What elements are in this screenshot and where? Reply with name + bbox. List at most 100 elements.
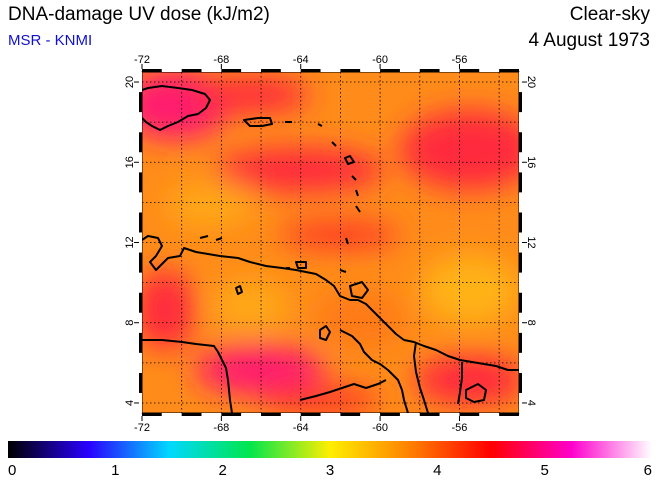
frame-band-segment	[519, 312, 522, 333]
colorbar-tick-label: 5	[540, 462, 548, 479]
frame-band-segment	[139, 292, 142, 313]
frame-band-segment	[201, 413, 222, 416]
coast-marajo	[465, 383, 487, 403]
frame-band-segment	[519, 172, 522, 193]
field-blob	[142, 270, 195, 350]
uv-dose-field	[142, 72, 519, 413]
frame-band-segment	[142, 69, 162, 72]
coast-antilles-3	[351, 175, 357, 181]
frame-band-segment	[519, 112, 522, 133]
field-blob	[420, 255, 519, 325]
colorbar-tick-label: 2	[218, 462, 226, 479]
lon-label-bottom: -72	[134, 422, 150, 434]
field-blob	[190, 77, 310, 113]
frame-band-segment	[519, 392, 522, 413]
colorbar-tick-label: 4	[433, 462, 441, 479]
frame-band-segment	[479, 413, 500, 416]
field-blob	[260, 385, 380, 413]
lat-label-left: 20	[124, 76, 136, 88]
frame-band-segment	[380, 69, 400, 72]
coast-antilles-2	[331, 141, 337, 147]
gridlines	[142, 72, 519, 413]
frame-band-segment	[139, 112, 142, 133]
frame-band-segment	[499, 413, 519, 416]
lat-label-right: 16	[525, 156, 537, 168]
axis-ticks	[134, 64, 527, 421]
frame-band-segment	[161, 69, 182, 72]
frame-band-segment	[241, 69, 262, 72]
border-west	[142, 339, 233, 413]
frame-band-segment	[181, 69, 202, 72]
frame-band-segment	[139, 72, 142, 93]
field-blob	[400, 110, 519, 190]
colorbar-labels: 0 1 2 3 4 5 6	[8, 462, 652, 479]
map-title: DNA-damage UV dose (kJ/m2)	[8, 4, 270, 25]
frame-band-segment	[519, 72, 522, 93]
lat-label-right: 4	[525, 400, 537, 406]
frame-band-segment	[399, 413, 420, 416]
frame-band-segment	[439, 69, 460, 72]
frame-band-segment	[139, 172, 142, 193]
lon-label-top: -68	[213, 54, 229, 66]
frame-band-segment	[459, 69, 480, 72]
frame-band-segment	[499, 69, 519, 72]
border-guiana	[457, 362, 463, 405]
sky-condition: Clear-sky	[569, 4, 650, 25]
coast-antilles-5	[355, 205, 361, 213]
frame-band-segment	[519, 232, 522, 253]
lake-guri	[319, 325, 331, 341]
date-label: 4 August 1973	[528, 30, 651, 51]
frame-band-segment	[340, 69, 361, 72]
frame-band-segment	[300, 69, 321, 72]
frame-band-segment	[142, 413, 162, 416]
frame-band-segment	[139, 92, 142, 113]
frame-band-segment	[419, 69, 440, 72]
field-blob	[280, 221, 400, 249]
frame-band-segment	[519, 192, 522, 213]
lat-label-left: 8	[124, 320, 136, 326]
colorbar-tick-label: 0	[8, 462, 16, 479]
field-blob	[215, 148, 385, 192]
frame-band-segment	[519, 292, 522, 313]
frame-band-segment	[139, 312, 142, 333]
coast-grenada	[339, 269, 347, 273]
frame-band-segment	[139, 252, 142, 273]
frame-band-segment	[139, 272, 142, 293]
lon-label-top: -64	[293, 54, 309, 66]
frame-band-segment	[221, 413, 242, 416]
frame-band-segment	[181, 413, 202, 416]
frame-band-segment	[261, 413, 281, 416]
frame-band-segment	[139, 192, 142, 213]
frame-band-segment	[519, 152, 522, 173]
frame-band-segment	[519, 332, 522, 353]
frame-band-segment	[360, 413, 381, 416]
lon-label-top: -60	[372, 54, 388, 66]
colorbar-tick-label: 6	[644, 462, 652, 479]
frame-band-segment	[519, 92, 522, 113]
field-blob	[165, 183, 255, 227]
lat-label-left: 12	[124, 236, 136, 248]
field-blob	[315, 290, 405, 350]
frame-band-segment	[399, 69, 420, 72]
frame-band-segment	[519, 372, 522, 393]
lake-valencia	[235, 285, 243, 295]
frame-band-segment	[519, 212, 522, 233]
frame-band-segment	[139, 232, 142, 253]
frame-band-segment	[139, 372, 142, 393]
frame-band-segment	[221, 69, 242, 72]
frame-band-segment	[139, 332, 142, 353]
lon-label-bottom: -68	[213, 422, 229, 434]
field-blob	[210, 280, 290, 330]
lat-label-right: 20	[525, 76, 537, 88]
colorbar-tick-label: 3	[326, 462, 334, 479]
coast-trinidad	[349, 281, 369, 299]
axis-tick-labels: -72 -72 -68 -68 -64 -64 -60 -60 -56 -56 4 4 8 8 12 12 16…	[124, 54, 537, 434]
coast-antilles-4	[355, 189, 359, 197]
lat-label-right: 12	[525, 236, 537, 248]
frame-band-segment	[519, 252, 522, 273]
coast-puerto-rico	[243, 117, 273, 127]
frame-band-segment	[519, 272, 522, 293]
frame-band-segment	[139, 132, 142, 153]
frame-band-segment	[320, 69, 341, 72]
